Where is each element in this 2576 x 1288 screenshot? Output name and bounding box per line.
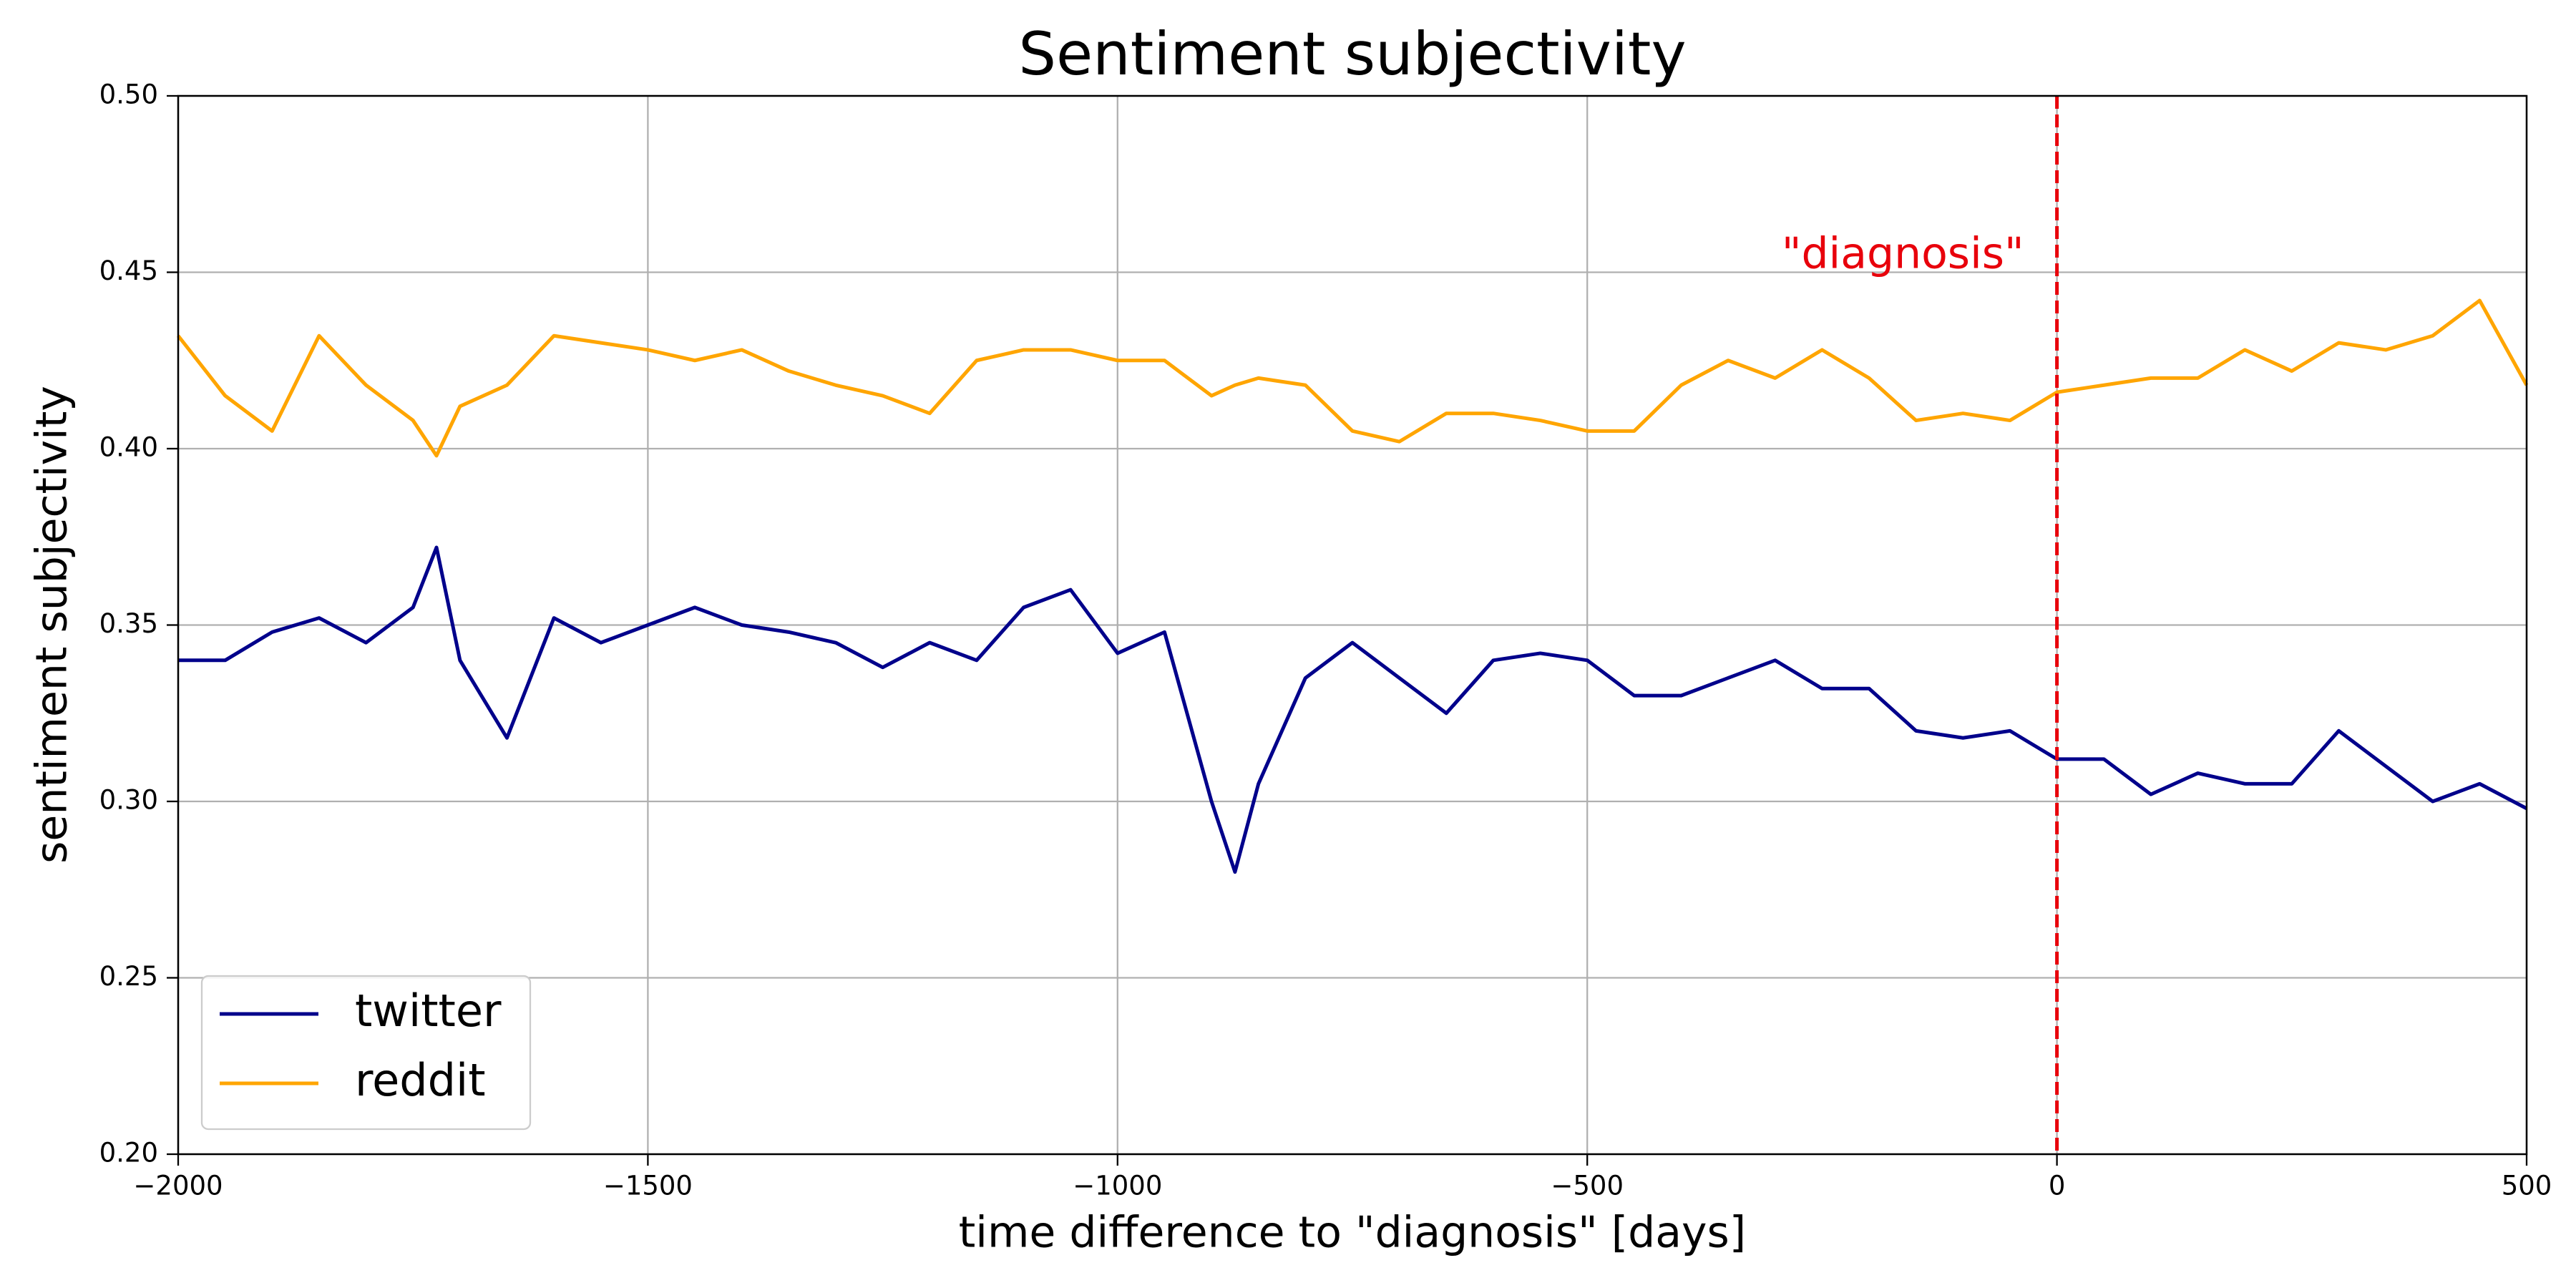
y-axis-label: sentiment subjectivity	[27, 386, 77, 864]
x-tick-label: −1000	[1073, 1171, 1162, 1201]
x-tick-label: −1500	[603, 1171, 693, 1201]
annotation: "diagnosis"	[1782, 229, 2024, 279]
series-line	[178, 545, 2528, 874]
legend-label: twitter	[355, 985, 502, 1037]
x-tick-label: −2000	[133, 1171, 223, 1201]
y-tick-label: 0.20	[99, 1138, 158, 1169]
x-axis-label: time difference to "diagnosis" [days]	[959, 1208, 1746, 1258]
legend: twitter reddit	[200, 975, 532, 1131]
y-tick-label: 0.40	[99, 432, 158, 463]
x-tick-label: 500	[2502, 1171, 2552, 1201]
x-tick-label: 0	[2049, 1171, 2066, 1201]
legend-label: reddit	[355, 1054, 486, 1106]
y-tick-label: 0.50	[99, 79, 158, 110]
y-tick-label: 0.25	[99, 961, 158, 992]
y-tick-label: 0.30	[99, 785, 158, 816]
y-tick-label: 0.45	[99, 255, 158, 286]
series-line	[177, 298, 2529, 458]
chart-title: Sentiment subjectivity	[1018, 19, 1686, 89]
x-tick-label: −500	[1551, 1171, 1624, 1201]
y-tick-label: 0.35	[99, 608, 158, 639]
plot-frame	[177, 94, 2528, 1156]
